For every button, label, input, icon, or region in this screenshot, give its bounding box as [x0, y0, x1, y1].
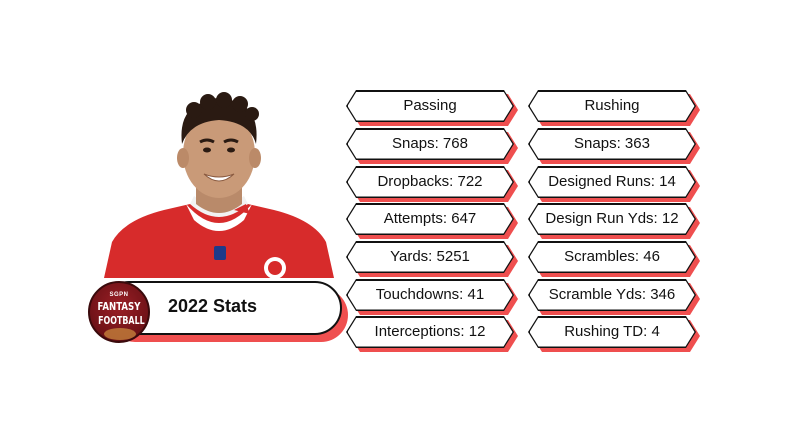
- rushing-stat-scramble-yds: Scramble Yds: 346: [528, 279, 700, 315]
- football-icon: [104, 328, 136, 340]
- fantasy-football-logo: SGPN FANTASY FOOTBALL: [88, 281, 150, 343]
- passing-header: Passing: [346, 90, 518, 126]
- passing-stat-dropbacks: Dropbacks: 722: [346, 166, 518, 202]
- rushing-stat-rushing-td: Rushing TD: 4: [528, 316, 700, 352]
- rushing-stat-snaps: Snaps: 363: [528, 128, 700, 164]
- passing-stat-yards: Yards: 5251: [346, 241, 518, 277]
- logo-top-text: SGPN: [109, 292, 129, 298]
- player-portrait: [104, 92, 334, 278]
- passing-stat-attempts: Attempts: 647: [346, 203, 518, 239]
- passing-stat-interceptions: Interceptions: 12: [346, 316, 518, 352]
- rushing-stat-designed-runs: Designed Runs: 14: [528, 166, 700, 202]
- page-title: 2022 Stats: [168, 296, 258, 316]
- logo-line1: FANTASY: [97, 300, 141, 313]
- logo-line2: FOOTBALL: [98, 314, 145, 327]
- rushing-stat-design-run-yds: Design Run Yds: 12: [528, 203, 700, 239]
- passing-stat-snaps: Snaps: 768: [346, 128, 518, 164]
- rushing-stat-scrambles: Scrambles: 46: [528, 241, 700, 277]
- rushing-header: Rushing: [528, 90, 700, 126]
- passing-stat-touchdowns: Touchdowns: 41: [346, 279, 518, 315]
